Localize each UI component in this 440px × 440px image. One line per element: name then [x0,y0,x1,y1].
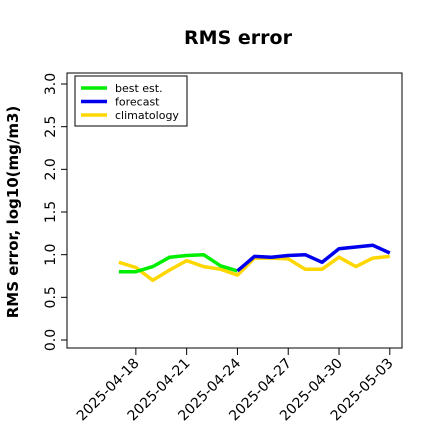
y-tick-label: 2.0 [43,158,59,180]
y-tick-label: 0.5 [43,286,59,308]
series-line-climatology [118,254,390,283]
x-axis: 2025-04-182025-04-212025-04-242025-04-27… [74,348,397,424]
series-line-forecast [236,243,391,273]
legend-label: forecast [115,96,160,109]
plot-frame [66,72,403,349]
y-tick-label: 2.5 [43,116,59,138]
y-tick-label: 1.5 [43,201,59,223]
y-tick-label: 0.0 [43,329,59,351]
y-tick-label: 1.0 [43,244,59,266]
series-line-best-est- [118,252,238,274]
y-axis-label: RMS error, log10(mg/m3) [4,106,22,319]
series-layer [118,243,391,283]
legend-label: climatology [115,109,179,122]
y-axis: 0.0 0.5 1.0 1.5 2.0 2.5 3.0 [43,73,67,351]
chart-title: RMS error [184,27,293,49]
y-tick-label: 3.0 [43,73,59,95]
legend-label: best est. [115,82,163,95]
